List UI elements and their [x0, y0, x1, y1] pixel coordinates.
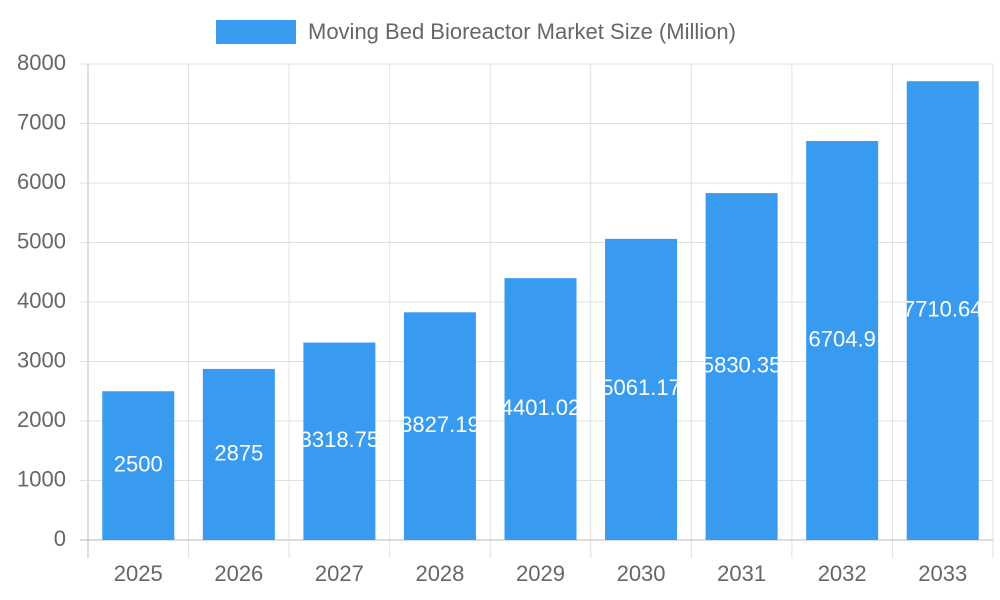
data-label: 2875	[214, 440, 263, 465]
x-tick-label: 2033	[918, 561, 967, 586]
bar	[102, 391, 175, 540]
bar	[504, 278, 577, 540]
bar	[705, 193, 778, 540]
y-tick-label: 4000	[17, 288, 66, 313]
data-label: 5061.17	[601, 375, 681, 400]
y-tick-label: 3000	[17, 347, 66, 372]
bar	[303, 342, 376, 540]
x-tick-label: 2025	[114, 561, 163, 586]
data-label: 3827.19	[400, 412, 480, 437]
bar	[806, 141, 879, 540]
bar	[403, 312, 476, 540]
y-tick-label: 1000	[17, 466, 66, 491]
y-tick-label: 6000	[17, 169, 66, 194]
y-tick-label: 7000	[17, 109, 66, 134]
bar	[605, 238, 678, 540]
data-label: 5830.35	[702, 352, 782, 377]
data-label: 4401.02	[501, 395, 581, 420]
x-tick-label: 2029	[516, 561, 565, 586]
data-label: 7710.64	[903, 296, 983, 321]
legend-swatch	[216, 20, 296, 44]
data-label: 2500	[114, 451, 163, 476]
x-tick-label: 2027	[315, 561, 364, 586]
x-tick-label: 2032	[818, 561, 867, 586]
data-label: 6704.9	[809, 326, 876, 351]
y-tick-label: 5000	[17, 228, 66, 253]
x-tick-label: 2031	[717, 561, 766, 586]
data-label: 3318.75	[300, 427, 380, 452]
x-tick-label: 2028	[415, 561, 464, 586]
x-tick-label: 2030	[617, 561, 666, 586]
bar	[202, 368, 275, 540]
y-tick-label: 0	[54, 526, 66, 551]
legend-label: Moving Bed Bioreactor Market Size (Milli…	[308, 19, 736, 44]
bar	[906, 81, 979, 540]
y-tick-label: 2000	[17, 407, 66, 432]
x-tick-label: 2026	[214, 561, 263, 586]
y-tick-label: 8000	[17, 50, 66, 75]
